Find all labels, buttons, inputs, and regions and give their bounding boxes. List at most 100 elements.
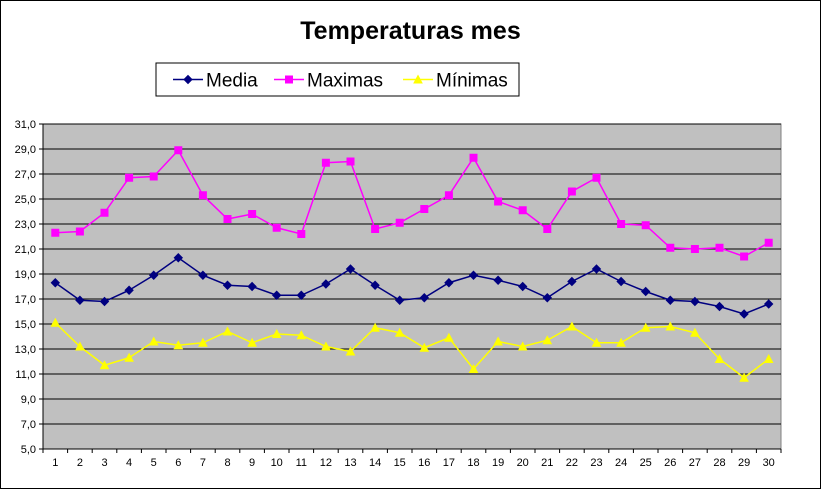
data-point-media [468,270,479,280]
series-group [50,146,774,382]
x-tick-label: 30 [763,457,775,469]
data-point-minimas [591,337,602,347]
data-point-media [640,286,651,297]
y-tick-label: 9,0 [21,394,36,406]
data-point-media [173,253,184,263]
data-point-maximas [420,205,429,213]
y-tick-label: 17,0 [15,294,36,306]
data-point-maximas [248,210,257,218]
data-point-maximas [690,245,699,253]
data-point-media [99,296,110,307]
data-point-media [665,295,676,305]
legend-label-minimas: Mínimas [436,71,508,92]
data-point-minimas [763,353,774,363]
x-tick-label: 6 [175,457,181,469]
x-tick-label: 2 [77,457,83,469]
data-point-maximas [469,153,478,162]
data-point-maximas [149,172,158,181]
x-tick-label: 13 [344,457,356,469]
x-tick-label: 12 [320,457,332,469]
data-point-maximas [125,173,134,182]
data-point-minimas [665,321,676,331]
data-point-media [714,301,725,312]
series-line-maximas [55,148,770,258]
y-tick-label: 21,0 [15,244,36,256]
data-point-media [50,278,61,288]
legend-marker-media [183,74,193,85]
data-point-maximas [666,243,675,252]
y-tick-label: 15,0 [15,319,36,331]
data-point-maximas [764,238,773,247]
data-point-minimas [542,335,553,345]
data-point-minimas [690,327,700,337]
data-point-maximas [198,191,207,200]
data-point-minimas [616,337,626,347]
data-point-minimas [124,352,134,362]
data-point-media [370,280,380,290]
data-point-media [148,270,159,280]
y-tick-label: 11,0 [15,369,36,381]
data-point-media [345,264,356,274]
x-tick-label: 15 [394,457,406,469]
data-point-media [690,296,700,307]
legend-entry-minimas: Mínimas [403,71,508,92]
data-point-media [763,299,774,309]
data-point-maximas [641,221,650,230]
data-point-media [394,295,405,305]
data-point-media [222,280,233,290]
data-point-minimas [739,372,749,382]
data-point-maximas [100,208,109,217]
x-tick-label: 14 [369,457,381,469]
data-point-media [296,290,307,300]
data-point-minimas [444,332,454,342]
data-point-maximas [297,230,306,238]
data-point-media [419,293,430,303]
plot-area [42,123,782,450]
legend-box [155,62,520,97]
data-point-media [321,279,331,289]
legend-label-maximas: Maximas [307,71,383,92]
x-tick-label: 29 [738,457,750,469]
x-tick-label: 7 [200,457,206,469]
data-point-media [75,295,85,305]
data-point-media [271,290,282,300]
x-tick-label: 19 [492,457,504,469]
data-point-maximas [346,157,355,166]
data-point-media [739,309,749,319]
data-point-maximas [567,187,576,196]
data-point-media [567,276,577,287]
data-point-minimas [370,322,380,332]
series-minimas [50,317,774,382]
y-tick-label: 13,0 [15,344,36,356]
x-tick-label: 9 [249,457,255,469]
data-point-minimas [517,341,528,351]
data-point-minimas [271,328,282,338]
legend-marker-maximas [285,75,293,84]
data-point-maximas [740,252,749,261]
x-axis-ticks: 1 2 3 4 5 6 7 8 9 10 11 12 13 14 15 16 17 18 19 20 21 22 23 24 2… [42,449,782,469]
data-point-maximas [51,228,60,237]
x-tick-label: 10 [271,457,283,469]
data-point-media [616,276,626,287]
data-point-minimas [321,341,331,351]
data-point-minimas [198,337,208,347]
legend-entry-maximas: Maximas [274,71,383,92]
x-tick-label: 17 [443,457,455,469]
data-point-maximas [223,215,232,223]
data-point-media [542,293,553,303]
data-point-minimas [50,317,61,327]
data-point-minimas [567,321,577,331]
data-point-minimas [173,340,184,350]
y-tick-label: 7,0 [21,419,36,431]
data-point-minimas [714,353,725,363]
data-point-maximas [272,223,281,232]
data-point-maximas [444,191,453,200]
x-tick-label: 25 [640,457,652,469]
x-tick-label: 27 [689,457,701,469]
y-tick-label: 27,0 [15,169,36,181]
x-tick-label: 20 [517,457,529,469]
data-point-maximas [395,218,404,227]
y-tick-label: 19,0 [15,269,36,281]
